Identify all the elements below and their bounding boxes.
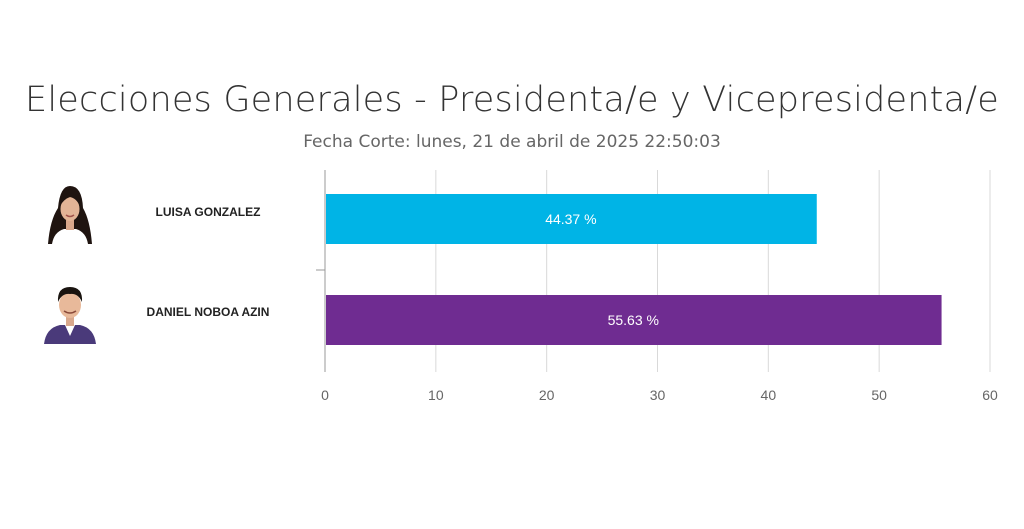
- bar: [326, 295, 942, 345]
- x-tick-label: 0: [321, 387, 329, 403]
- candidate-name: LUISA GONZALEZ: [155, 205, 261, 219]
- page-subtitle: Fecha Corte: lunes, 21 de abril de 2025 …: [303, 132, 721, 152]
- candidate-row-daniel-noboa-azin: DANIEL NOBOA AZIN: [38, 280, 298, 344]
- x-tick-label: 50: [871, 387, 887, 403]
- bar-value-label: 55.63 %: [608, 312, 659, 328]
- bar-value-label: 44.37 %: [545, 211, 596, 227]
- page-title: Elecciones Generales - Presidenta/e y Vi…: [25, 80, 999, 120]
- x-tick-label: 60: [982, 387, 998, 403]
- x-tick-label: 20: [539, 387, 555, 403]
- x-tick-label: 30: [650, 387, 666, 403]
- candidate-photo-luisa-gonzalez-icon: [48, 186, 92, 244]
- candidate-photo-daniel-noboa-azin-icon: [44, 287, 96, 344]
- x-tick-label: 40: [761, 387, 777, 403]
- candidate-name: DANIEL NOBOA AZIN: [146, 305, 270, 319]
- bar: [326, 194, 817, 244]
- candidate-row-luisa-gonzalez: LUISA GONZALEZ: [38, 180, 298, 244]
- x-tick-label: 10: [428, 387, 444, 403]
